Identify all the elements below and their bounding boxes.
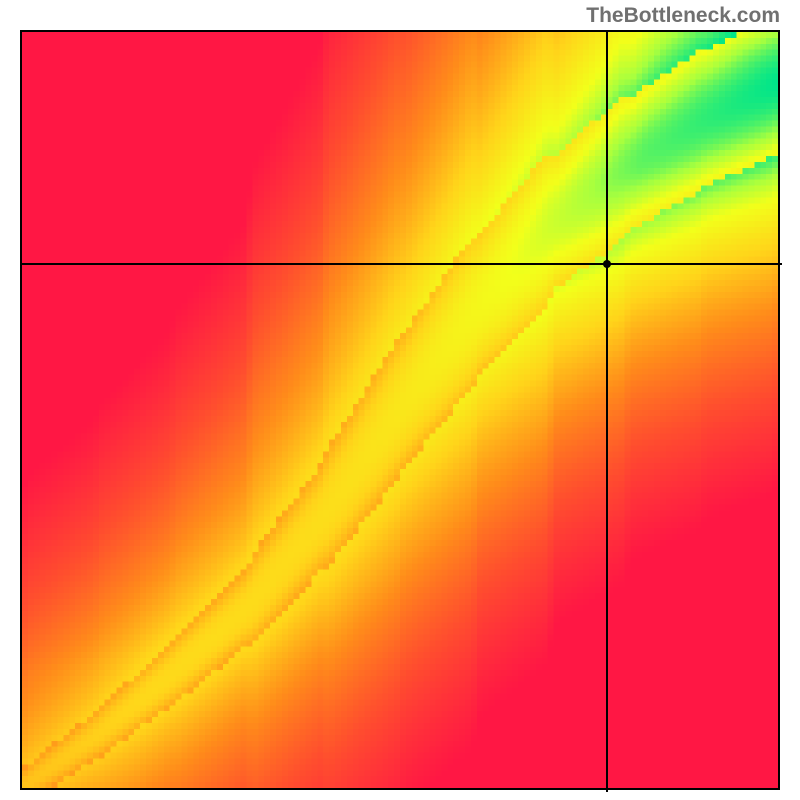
crosshair-vertical [606,32,608,792]
heatmap-plot [20,30,780,790]
heatmap-canvas [22,32,778,788]
watermark-text: TheBottleneck.com [586,4,780,28]
crosshair-horizontal [22,263,782,265]
crosshair-dot [603,260,611,268]
